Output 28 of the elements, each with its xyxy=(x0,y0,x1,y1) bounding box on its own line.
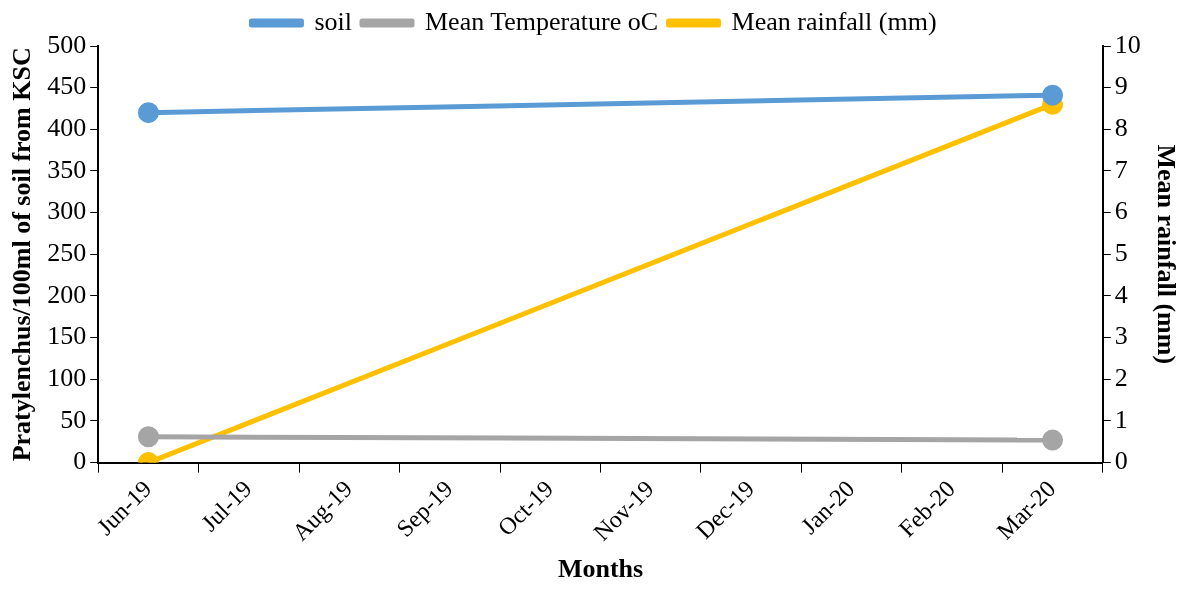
y-tick-label: 400 xyxy=(47,113,87,143)
legend-label: Mean rainfall (mm) xyxy=(731,6,937,36)
y2-tick-label: 6 xyxy=(1114,196,1128,226)
y-tick-label: 50 xyxy=(60,404,87,434)
y-tick-label: 0 xyxy=(73,446,87,476)
y-tick-label: 150 xyxy=(47,321,87,351)
x-axis-title: Months xyxy=(557,554,644,584)
y-tick-label: 500 xyxy=(47,29,87,59)
y-tick-label: 100 xyxy=(47,363,87,393)
y-tick-label: 200 xyxy=(47,279,87,309)
y-axis-title: Pratylenchus/100ml of soil from KSC xyxy=(7,47,37,462)
y2-tick-label: 4 xyxy=(1114,279,1128,309)
y-tick-label: 250 xyxy=(47,238,87,268)
y2-tick-label: 10 xyxy=(1114,29,1141,59)
y2-tick-label: 9 xyxy=(1114,71,1128,101)
y2-tick-label: 1 xyxy=(1114,404,1128,434)
y2-tick-label: 0 xyxy=(1114,446,1128,476)
legend-label: soil xyxy=(314,6,353,36)
y-tick-label: 450 xyxy=(47,71,87,101)
y2-tick-label: 5 xyxy=(1114,238,1128,268)
legend-label: Mean Temperature oC xyxy=(425,6,659,36)
y2-tick-label: 3 xyxy=(1114,321,1128,351)
y-tick-label: 350 xyxy=(47,154,87,184)
y2-axis-title: Mean rainfall (mm) xyxy=(1151,144,1181,365)
y2-tick-label: 7 xyxy=(1114,154,1128,184)
y2-tick-label: 8 xyxy=(1114,113,1128,143)
y2-tick-label: 2 xyxy=(1114,363,1128,393)
y-tick-label: 300 xyxy=(47,196,87,226)
